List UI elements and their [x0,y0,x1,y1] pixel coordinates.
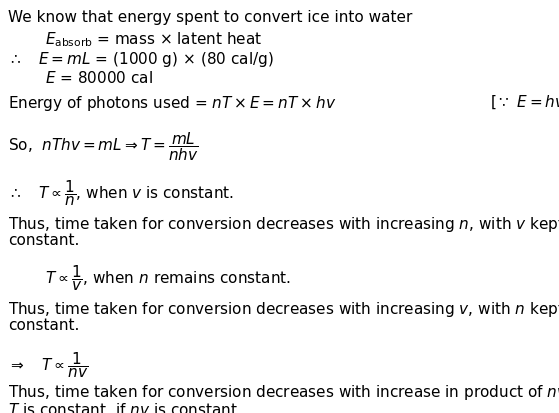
Text: constant.: constant. [8,233,79,248]
Text: $T$ is constant, if $nv$ is constant.: $T$ is constant, if $nv$ is constant. [8,401,241,413]
Text: So,  $nThv = mL \Rightarrow T = \dfrac{mL}{nhv}$: So, $nThv = mL \Rightarrow T = \dfrac{mL… [8,130,198,163]
Text: $T \propto \dfrac{1}{v}$, when $n$ remains constant.: $T \propto \dfrac{1}{v}$, when $n$ remai… [45,263,291,293]
Text: $E_{\mathrm{absorb}}$ = mass $\times$ latent heat: $E_{\mathrm{absorb}}$ = mass $\times$ la… [45,30,262,49]
Text: Energy of photons used = $nT\times E= nT\times hv$: Energy of photons used = $nT\times E= nT… [8,94,337,113]
Text: $\Rightarrow$   $T \propto \dfrac{1}{nv}$: $\Rightarrow$ $T \propto \dfrac{1}{nv}$ [8,350,88,380]
Text: $E$ = 80000 cal: $E$ = 80000 cal [45,70,153,86]
Text: $\therefore$   $E = mL$ = (1000 g) $\times$ (80 cal/g): $\therefore$ $E = mL$ = (1000 g) $\times… [8,50,274,69]
Text: Thus, time taken for conversion decreases with increasing $v$, with $n$ kept: Thus, time taken for conversion decrease… [8,300,559,319]
Text: $\therefore$   $T \propto \dfrac{1}{n}$, when $v$ is constant.: $\therefore$ $T \propto \dfrac{1}{n}$, w… [8,178,234,208]
Text: We know that energy spent to convert ice into water: We know that energy spent to convert ice… [8,10,413,25]
Text: Thus, time taken for conversion decreases with increasing $n$, with $v$ kept: Thus, time taken for conversion decrease… [8,215,559,234]
Text: constant.: constant. [8,318,79,333]
Text: [$\because$ $E = hv$]: [$\because$ $E = hv$] [490,94,559,112]
Text: Thus, time taken for conversion decreases with increase in product of $nv$ and: Thus, time taken for conversion decrease… [8,383,559,402]
